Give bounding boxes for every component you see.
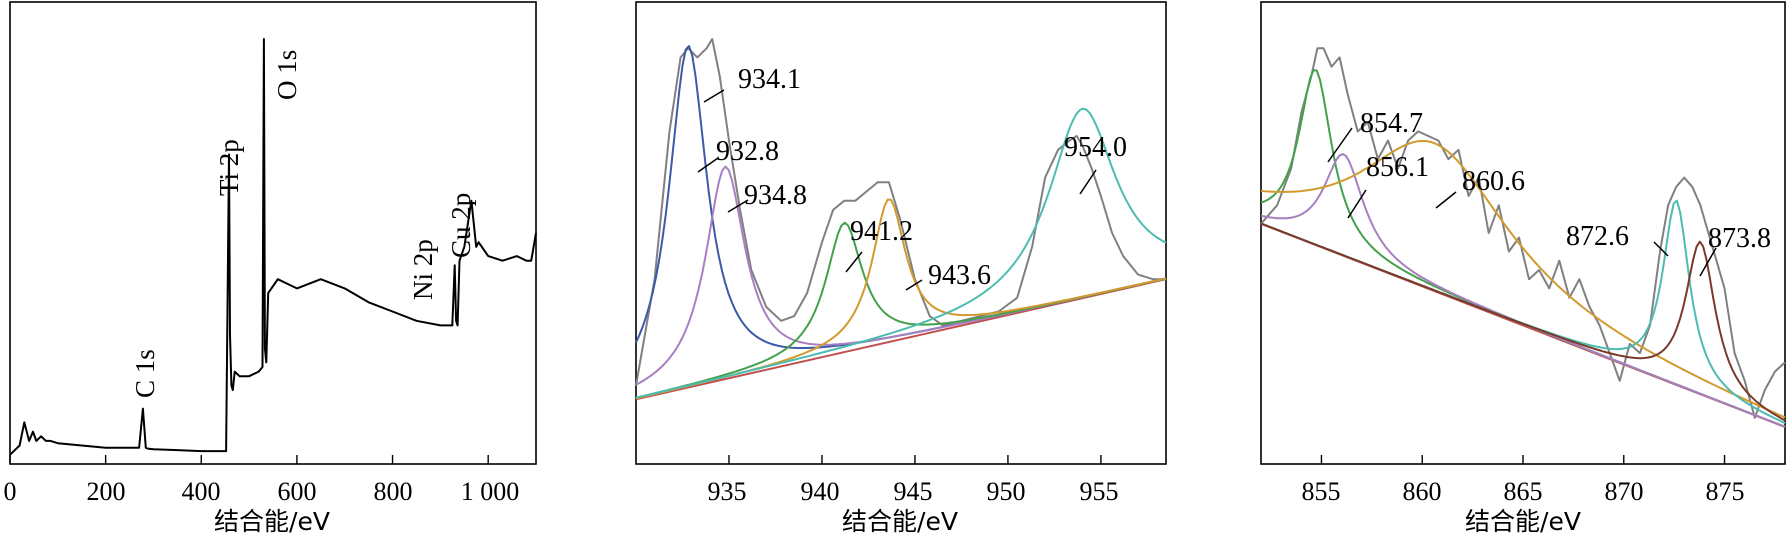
cu2p-peak-label: 954.0 [1064, 132, 1127, 163]
survey-tick-label: 400 [182, 477, 221, 506]
survey-spectrum-line [9, 38, 537, 456]
cu2p-fit-954 [635, 107, 1167, 399]
cu2p-tick-label: 935 [708, 477, 747, 506]
cu2p-tick-label: 940 [801, 477, 840, 506]
survey-tick-label: 0 [4, 477, 17, 506]
cu2p-peak-label: 932.8 [716, 136, 779, 167]
ni2p-fit-873.8 [1260, 222, 1786, 422]
ni2p-pointer [1327, 127, 1353, 163]
ni2p-tick-label: 875 [1706, 477, 1745, 506]
cu2p-tick-label: 955 [1080, 477, 1119, 506]
cu2p-curves [635, 38, 1167, 401]
cu2p-peak-label: 943.6 [928, 260, 991, 291]
ni2p-pointer [1653, 241, 1669, 257]
ni2p-tick-label: 865 [1504, 477, 1543, 506]
survey-annotation-ni2p: Ni 2p [408, 239, 438, 300]
survey-tick-label: 1 000 [461, 477, 520, 506]
ni2p-tick-label: 870 [1605, 477, 1644, 506]
survey-annotation-c1s: C 1s [130, 349, 160, 398]
cu2p-fit-934.8 [635, 165, 1167, 386]
cu2p-pointer [1079, 169, 1097, 195]
ni2p-tick-label: 860 [1403, 477, 1442, 506]
survey-tick-label: 800 [374, 477, 413, 506]
cu2p-pointer [703, 89, 725, 103]
cu2p-pointer [905, 279, 923, 291]
cu2p-tick-label: 950 [987, 477, 1026, 506]
survey-tick-label: 200 [87, 477, 126, 506]
survey-annotation-ti2p: Ti 2p [214, 139, 244, 196]
ni2p-peak-label: 856.1 [1366, 152, 1429, 183]
ni2p-panel: 855 860 865 870 875 结合能/eV 854.7 856.1 8… [1260, 1, 1786, 536]
ni2p-peak-label: 873.8 [1708, 223, 1771, 254]
survey-x-axis-label: 结合能/eV [214, 507, 330, 536]
ni2p-fit-872.6 [1260, 199, 1786, 425]
survey-annotation-o1s: O 1s [272, 50, 302, 100]
ni2p-peak-label: 872.6 [1566, 221, 1629, 252]
survey-x-ticks [9, 455, 489, 464]
survey-panel: 0 200 400 600 800 1 000 结合能/eV C 1s Ti 2… [4, 1, 537, 536]
ni2p-x-axis-label: 结合能/eV [1465, 507, 1581, 536]
ni2p-pointer [1435, 191, 1457, 209]
cu2p-panel: 935 940 945 950 955 结合能/eV 934.1 932.8 9… [635, 1, 1167, 536]
ni2p-tick-label: 855 [1302, 477, 1341, 506]
cu2p-x-ticks [728, 455, 1102, 464]
cu2p-raw-spectrum [635, 38, 1166, 386]
ni2p-curves [1260, 47, 1786, 428]
survey-annotation-cu2p: Cu 2p [446, 193, 476, 258]
cu2p-fit-941.2 [635, 221, 1167, 399]
cu2p-pointer [697, 157, 719, 173]
cu2p-pointer [845, 251, 863, 273]
cu2p-peak-label: 934.1 [738, 64, 801, 95]
survey-tick-label: 600 [278, 477, 317, 506]
ni2p-peak-label: 854.7 [1360, 108, 1423, 139]
ni2p-fit-860.6 [1260, 140, 1786, 419]
ni2p-peak-label: 860.6 [1462, 166, 1525, 197]
ni2p-raw-spectrum [1260, 47, 1786, 419]
ni2p-pointer [1699, 247, 1717, 277]
ni2p-axes-frame [1260, 1, 1786, 465]
cu2p-peak-label: 934.8 [744, 180, 807, 211]
ni2p-pointer [1347, 189, 1367, 219]
cu2p-x-axis-label: 结合能/eV [842, 507, 958, 536]
cu2p-peak-label: 941.2 [850, 216, 913, 247]
ni2p-x-ticks [1320, 455, 1726, 464]
cu2p-tick-label: 945 [894, 477, 933, 506]
cu2p-axes-frame [635, 1, 1167, 465]
cu2p-pointer [727, 199, 749, 213]
